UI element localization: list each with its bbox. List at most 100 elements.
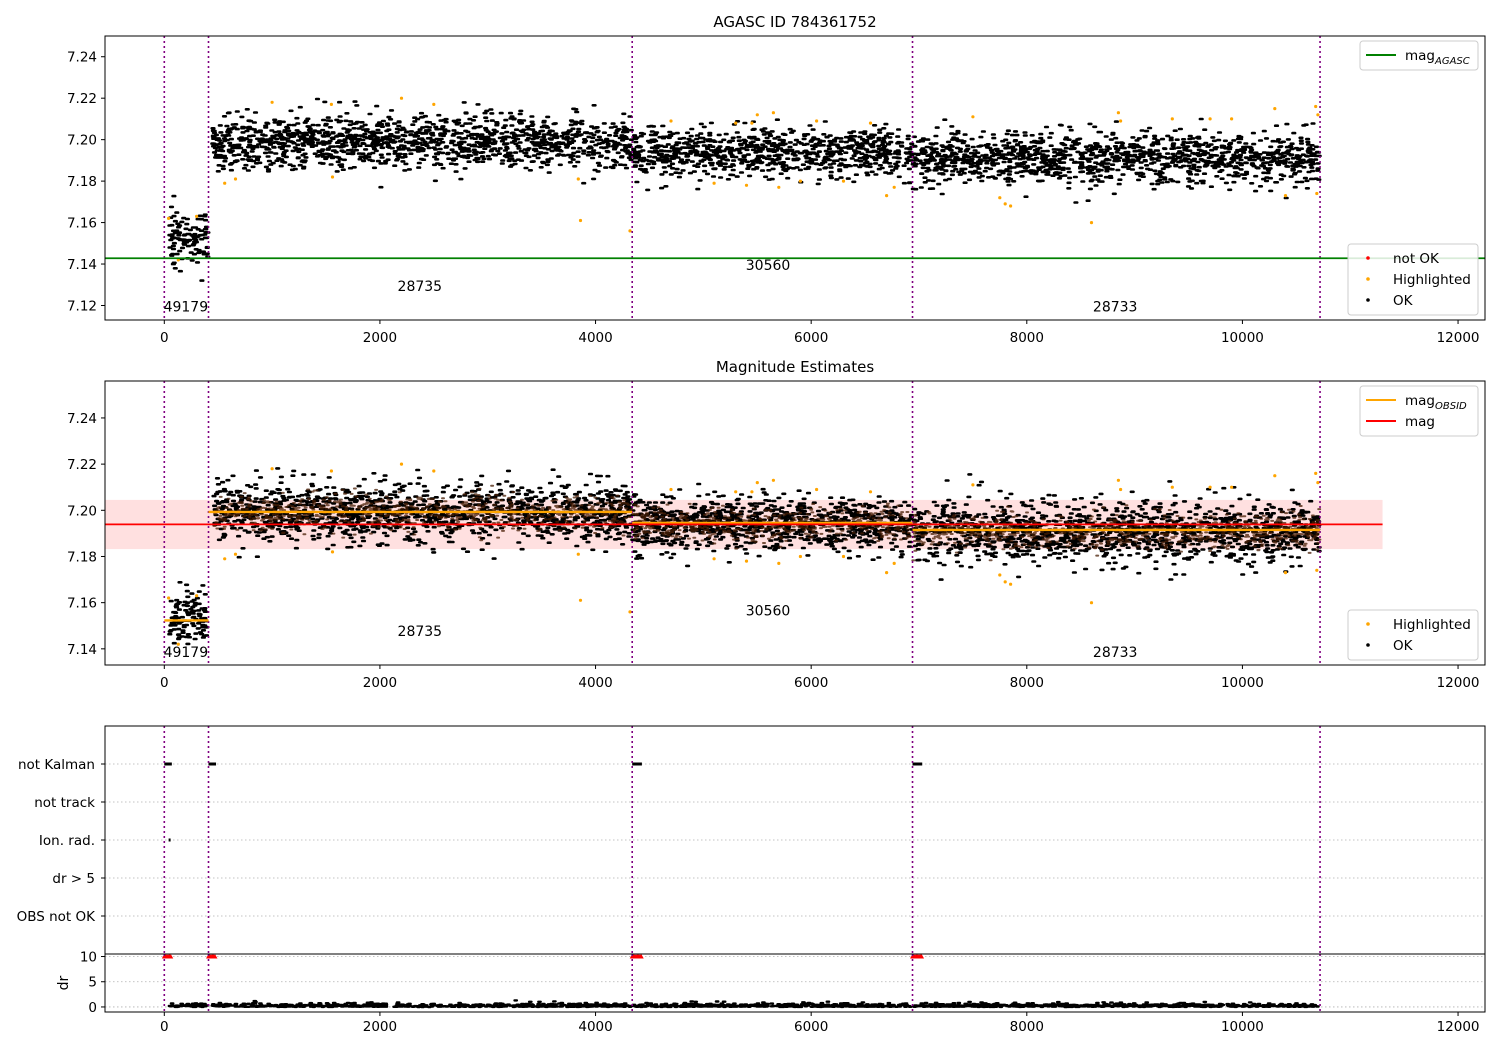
axes-frame (104, 35, 1486, 321)
highlighted-point (885, 194, 889, 198)
legend-lower-right: Highlighted OK (1347, 609, 1479, 661)
highlighted-point (1116, 111, 1120, 115)
dr-clipped-marker (919, 954, 925, 959)
highlighted-point (777, 185, 781, 189)
highlighted-point (841, 554, 846, 559)
x-tick-label: 6000 (794, 330, 828, 346)
y-tick-label: 7.14 (67, 257, 97, 273)
highlighted-point (576, 177, 580, 181)
x-tick-label: 0 (160, 1019, 169, 1035)
highlighted-point (750, 490, 754, 494)
y-tick-label: 7.24 (67, 50, 97, 66)
highlighted-point (270, 100, 274, 104)
y-tick-label: 0 (88, 1000, 97, 1016)
dr-clipped-marker (212, 954, 218, 959)
legend-lower-right: not OK Highlighted OK (1347, 243, 1479, 316)
legend-marker-swatch (1366, 643, 1370, 647)
x-tick-label: 2000 (363, 1019, 397, 1035)
highlighted-point (669, 119, 673, 123)
flag-row-label: dr > 5 (52, 871, 95, 887)
highlighted-point (1230, 485, 1234, 489)
panel-flags: not Kalman not track Ion. rad. dr > 5 OBS no… (17, 725, 1486, 955)
highlighted-point (1009, 204, 1013, 208)
highlighted-point (1273, 474, 1277, 478)
highlighted-point (712, 557, 716, 561)
highlighted-point (330, 175, 335, 179)
y-tick-label: 7.22 (67, 457, 97, 473)
highlighted-point (750, 121, 754, 125)
highlighted-point (892, 561, 896, 566)
ok-points (167, 467, 1322, 646)
legend-label: Highlighted (1393, 617, 1471, 633)
obsid-label: 49179 (164, 645, 209, 661)
ok-points (167, 97, 1322, 282)
y-tick-label: 7.20 (67, 503, 97, 519)
x-tick-label: 6000 (794, 1019, 828, 1035)
highlighted-point (771, 478, 776, 482)
panel-agasc: AGASC ID 784361752 49179287353056028733 … (67, 13, 1486, 346)
highlighted-point (755, 481, 759, 485)
y-tick-label: 7.22 (67, 91, 97, 107)
highlighted-point (223, 181, 227, 185)
highlighted-point (1314, 104, 1318, 109)
highlighted-point (815, 119, 819, 123)
highlighted-point (1116, 478, 1120, 482)
highlighted-point (885, 571, 889, 575)
highlighted-point (1119, 119, 1123, 123)
obsid-label: 28735 (398, 624, 443, 640)
highlighted-point (432, 102, 436, 106)
obsid-label: 28733 (1093, 645, 1138, 661)
y-tick-label: 10 (80, 950, 97, 966)
highlighted-point (798, 179, 803, 183)
highlighted-point (167, 596, 171, 600)
x-tick-label: 6000 (794, 675, 828, 691)
x-tick-label: 12000 (1437, 675, 1480, 691)
highlighted-point (330, 550, 335, 554)
y-tick-label: 7.14 (67, 642, 97, 658)
x-tick-label: 12000 (1437, 330, 1480, 346)
legend-marker-swatch (1366, 298, 1370, 302)
obsid-label: 30560 (746, 258, 791, 274)
highlighted-point (815, 487, 819, 492)
highlighted-point (1003, 202, 1007, 206)
legend-box (1359, 40, 1479, 71)
flag-row-label: OBS not OK (17, 909, 97, 925)
obsid-label: 28733 (1093, 300, 1138, 316)
x-tick-label: 8000 (1010, 675, 1044, 691)
panel-agasc-title: AGASC ID 784361752 (713, 13, 876, 31)
highlighted-point (868, 121, 873, 125)
highlighted-point (1119, 487, 1123, 492)
highlighted-point (576, 552, 580, 556)
highlighted-point (1170, 485, 1174, 489)
panel-magnitude-estimates: Magnitude Estimates 49179 28735 30560 28733… (67, 358, 1486, 691)
highlighted-point (734, 490, 738, 494)
highlighted-point (1089, 601, 1094, 605)
highlighted-point (1316, 113, 1320, 117)
dr-points (167, 999, 1320, 1009)
highlighted-point (1315, 568, 1319, 572)
obsid-label: 30560 (746, 603, 791, 619)
highlighted-point (1315, 191, 1319, 196)
highlighted-point (1283, 194, 1288, 198)
obsid-label: 28735 (398, 279, 443, 295)
highlighted-point (868, 490, 873, 494)
highlighted-point (841, 179, 846, 183)
x-tick-label: 4000 (578, 330, 612, 346)
highlighted-point (777, 561, 781, 566)
legend-box (1359, 385, 1479, 437)
legend-upper-right: magAGASC (1359, 40, 1479, 71)
highlighted-point (892, 185, 896, 189)
x-tick-label: 4000 (578, 1019, 612, 1035)
flag-row-label: not Kalman (18, 757, 95, 773)
legend-label-subscript: OBSID (1435, 401, 1467, 412)
legend-label: OK (1393, 293, 1414, 309)
highlighted-point (1283, 571, 1288, 575)
x-tick-label: 0 (160, 675, 169, 691)
highlighted-point (195, 214, 199, 218)
highlighted-point (1316, 481, 1320, 485)
x-tick-label: 4000 (578, 675, 612, 691)
dr-axis-label: dr (56, 975, 72, 990)
highlighted-point (798, 554, 803, 559)
highlighted-point (1230, 117, 1234, 121)
